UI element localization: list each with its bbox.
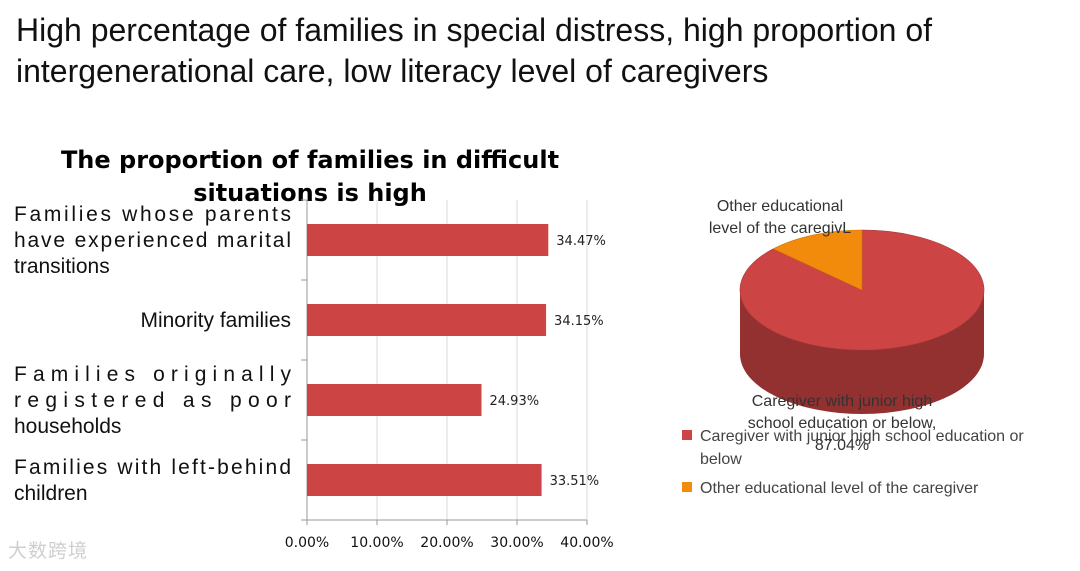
pie-slice-label: level of the caregivL bbox=[709, 220, 851, 237]
bar-data-label: 34.47% bbox=[556, 234, 606, 249]
category-label: Families originally bbox=[14, 363, 292, 386]
pie-slice-label: Caregiver with junior high bbox=[752, 393, 933, 410]
category-label: registered as poor bbox=[14, 389, 291, 412]
x-tick-label: 10.00% bbox=[350, 535, 403, 551]
slide-title: High percentage of families in special d… bbox=[16, 12, 933, 89]
legend-swatch bbox=[682, 482, 692, 492]
bar-data-label: 24.93% bbox=[490, 394, 540, 409]
x-tick-label: 30.00% bbox=[490, 535, 543, 551]
x-tick-label: 40.00% bbox=[560, 535, 613, 551]
x-tick-label: 20.00% bbox=[420, 535, 473, 551]
category-label: Families with left-behind bbox=[14, 456, 291, 479]
pie-slice-label: 87.04% bbox=[815, 437, 869, 454]
bar-chart-title-line: situations is high bbox=[193, 179, 427, 207]
pie-slice-label: Other educational bbox=[717, 198, 843, 215]
bar bbox=[307, 384, 482, 416]
x-tick-label: 0.00% bbox=[285, 535, 329, 551]
category-label: Families whose parents bbox=[14, 203, 291, 226]
watermark-logo: 大数跨境 bbox=[8, 540, 89, 562]
bar bbox=[307, 464, 542, 496]
pie-chart: Caregiver with junior high school educati… bbox=[682, 198, 1024, 497]
category-label: children bbox=[14, 482, 88, 505]
bar-chart-title-line: The proportion of families in difficult bbox=[61, 146, 559, 174]
pie-side-wall bbox=[740, 290, 984, 414]
bar bbox=[307, 224, 549, 256]
legend-swatch bbox=[682, 430, 692, 440]
legend-label: Caregiver with junior high school educat… bbox=[700, 428, 1024, 445]
bar-chart: The proportion of families in difficult s… bbox=[14, 146, 614, 551]
bar bbox=[307, 304, 547, 336]
category-label: transitions bbox=[14, 255, 110, 278]
category-label: households bbox=[14, 415, 121, 438]
bar-data-label: 33.51% bbox=[550, 474, 600, 489]
category-label: have experienced marital bbox=[14, 229, 291, 252]
pie-slice-other bbox=[772, 229, 863, 291]
category-label: Minority families bbox=[140, 309, 291, 332]
bar-data-label: 34.15% bbox=[554, 314, 604, 329]
pie-slice-label: school education or below, bbox=[748, 415, 937, 432]
legend-label: below bbox=[700, 451, 742, 468]
legend-label: Other educational level of the caregiver bbox=[700, 480, 979, 497]
